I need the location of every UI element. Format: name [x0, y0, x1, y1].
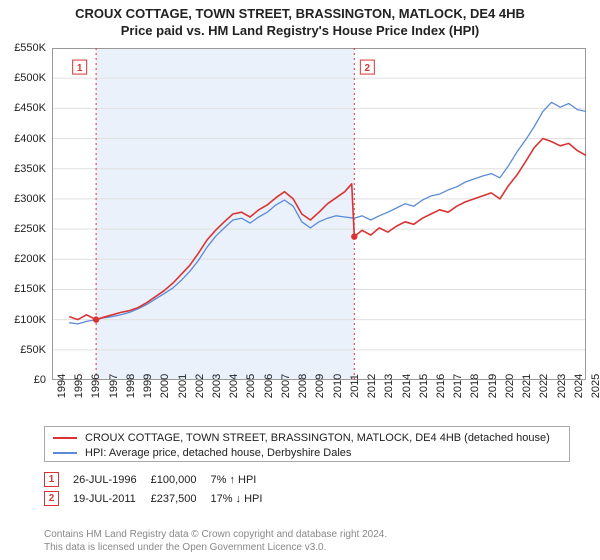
x-axis-tick: 1999	[142, 374, 154, 398]
svg-text:2: 2	[365, 63, 371, 74]
chart-legend: CROUX COTTAGE, TOWN STREET, BRASSINGTON,…	[44, 426, 570, 462]
transaction-price: £237,500	[151, 489, 211, 508]
legend-row: HPI: Average price, detached house, Derb…	[53, 445, 561, 460]
x-axis-tick: 2006	[263, 374, 275, 398]
x-axis-tick: 2025	[590, 374, 600, 398]
transaction-marker: 1	[44, 472, 59, 487]
x-axis-tick: 2013	[383, 374, 395, 398]
x-axis-tick: 2011	[349, 374, 361, 398]
x-axis-tick: 1995	[73, 374, 85, 398]
x-axis-tick: 2009	[314, 374, 326, 398]
x-axis-tick: 2015	[418, 374, 430, 398]
x-axis-tick: 1997	[108, 374, 120, 398]
x-axis-tick: 2019	[487, 374, 499, 398]
legend-label: CROUX COTTAGE, TOWN STREET, BRASSINGTON,…	[85, 432, 550, 444]
transaction-date: 19-JUL-2011	[73, 489, 151, 508]
x-axis-tick: 2010	[332, 374, 344, 398]
chart-title-block: CROUX COTTAGE, TOWN STREET, BRASSINGTON,…	[0, 0, 600, 38]
transaction-delta: 17% ↓ HPI	[210, 489, 276, 508]
x-axis-tick: 2020	[504, 374, 516, 398]
legend-row: CROUX COTTAGE, TOWN STREET, BRASSINGTON,…	[53, 430, 561, 445]
chart-title-line2: Price paid vs. HM Land Registry's House …	[0, 23, 600, 38]
x-axis-tick: 2007	[280, 374, 292, 398]
attribution-footer: Contains HM Land Registry data © Crown c…	[44, 529, 387, 554]
x-axis-tick: 1994	[56, 374, 68, 398]
y-axis-tick: £200K	[0, 253, 46, 265]
y-axis-tick: £350K	[0, 163, 46, 175]
y-axis-tick: £400K	[0, 133, 46, 145]
x-axis-tick: 1996	[90, 374, 102, 398]
y-axis-tick: £50K	[0, 344, 46, 356]
svg-text:1: 1	[77, 63, 83, 74]
y-axis-tick: £250K	[0, 223, 46, 235]
y-axis-tick: £100K	[0, 314, 46, 326]
x-axis-tick: 2017	[452, 374, 464, 398]
transactions-table: 1 26-JUL-1996£100,0007% ↑ HPI 2 19-JUL-2011…	[44, 470, 276, 508]
x-axis-tick: 2018	[469, 374, 481, 398]
transaction-price: £100,000	[151, 470, 211, 489]
y-axis-tick: £150K	[0, 283, 46, 295]
x-axis-tick: 2022	[538, 374, 550, 398]
x-axis-tick: 2000	[159, 374, 171, 398]
x-axis-tick: 2001	[177, 374, 189, 398]
x-axis-tick: 2003	[211, 374, 223, 398]
x-axis-tick: 2002	[194, 374, 206, 398]
x-axis-tick: 2005	[245, 374, 257, 398]
y-axis-tick: £500K	[0, 72, 46, 84]
legend-swatch	[53, 437, 77, 439]
y-axis-tick: £550K	[0, 42, 46, 54]
legend-label: HPI: Average price, detached house, Derb…	[85, 447, 351, 459]
y-axis-tick: £0	[0, 374, 46, 386]
transaction-delta: 7% ↑ HPI	[210, 470, 276, 489]
transaction-date: 26-JUL-1996	[73, 470, 151, 489]
x-axis-tick: 2023	[556, 374, 568, 398]
chart-title-line1: CROUX COTTAGE, TOWN STREET, BRASSINGTON,…	[0, 6, 600, 21]
transaction-row: 1 26-JUL-1996£100,0007% ↑ HPI	[44, 470, 276, 489]
x-axis-tick: 2014	[401, 374, 413, 398]
x-axis-tick: 2016	[435, 374, 447, 398]
x-axis-tick: 2004	[228, 374, 240, 398]
y-axis-tick: £300K	[0, 193, 46, 205]
x-axis-tick: 2008	[297, 374, 309, 398]
y-axis-tick: £450K	[0, 102, 46, 114]
transaction-row: 2 19-JUL-2011£237,50017% ↓ HPI	[44, 489, 276, 508]
x-axis-tick: 2012	[366, 374, 378, 398]
legend-swatch	[53, 452, 77, 454]
x-axis-tick: 1998	[125, 374, 137, 398]
footer-line2: This data is licensed under the Open Gov…	[44, 542, 387, 555]
chart-plot-area: 12	[52, 48, 586, 380]
x-axis-tick: 2021	[521, 374, 533, 398]
footer-line1: Contains HM Land Registry data © Crown c…	[44, 529, 387, 542]
transaction-marker: 2	[44, 491, 59, 506]
x-axis-tick: 2024	[573, 374, 585, 398]
